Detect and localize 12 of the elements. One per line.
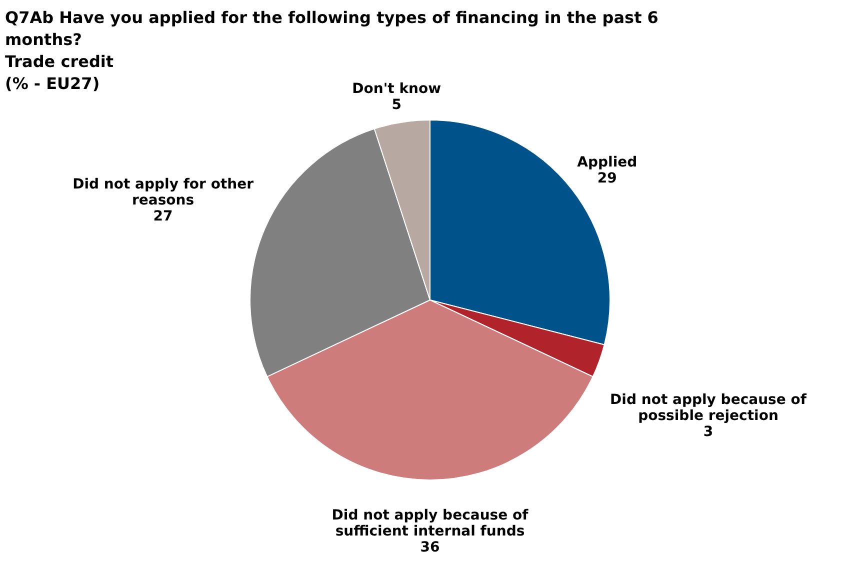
data-label: 29 xyxy=(597,170,617,187)
slice-label: Did not apply for other reasons xyxy=(72,176,254,208)
chart-title: Q7Ab Have you applied for the following types of financing in the past 6 months? xyxy=(5,8,658,49)
slice-label: Did not apply because of sufficient internal funds xyxy=(332,508,530,540)
slice-label: Don't know xyxy=(352,81,442,98)
data-label: 5 xyxy=(392,97,402,114)
data-label: 27 xyxy=(153,208,173,224)
slice-label: Did not apply because of possible rejection xyxy=(610,392,808,424)
chart-subtitle: Trade credit (% - EU27) xyxy=(5,52,114,93)
slice-label: Applied xyxy=(577,154,638,171)
data-label: 36 xyxy=(420,540,440,556)
data-label: 3 xyxy=(703,424,714,440)
